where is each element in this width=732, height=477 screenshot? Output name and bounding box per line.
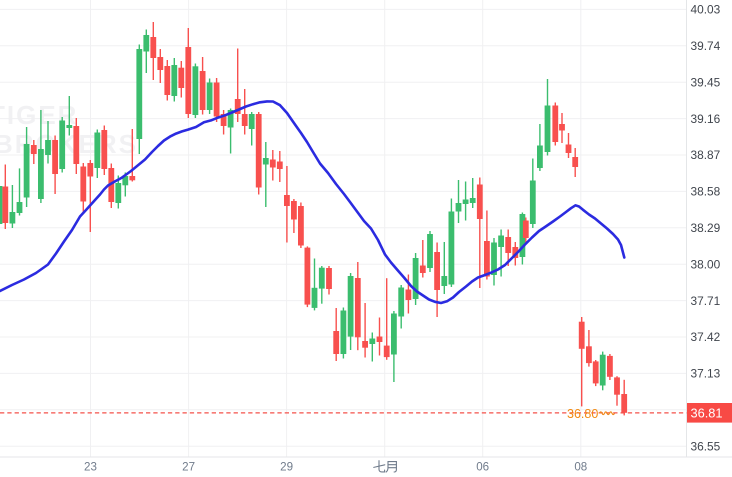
svg-text:36.55: 36.55 [691, 439, 721, 453]
svg-text:29: 29 [280, 461, 293, 474]
svg-text:27: 27 [182, 461, 195, 474]
svg-text:36.80: 36.80 [567, 407, 598, 421]
svg-text:39.16: 39.16 [691, 112, 721, 126]
svg-text:37.71: 37.71 [691, 294, 721, 308]
svg-text:38.58: 38.58 [691, 185, 721, 199]
svg-text:38.29: 38.29 [691, 221, 721, 235]
svg-text:37.13: 37.13 [691, 367, 721, 381]
svg-text:36.81: 36.81 [691, 405, 723, 420]
svg-text:06: 06 [476, 461, 489, 474]
svg-text:BROKERS: BROKERS [0, 129, 138, 159]
svg-text:39.74: 39.74 [691, 39, 721, 53]
svg-text:38.87: 38.87 [691, 148, 721, 162]
svg-text:37.42: 37.42 [691, 330, 721, 344]
svg-text:08: 08 [574, 461, 587, 474]
svg-text:38.00: 38.00 [691, 257, 721, 271]
svg-text:40.03: 40.03 [691, 3, 721, 17]
svg-text:23: 23 [84, 461, 97, 474]
svg-text:39.45: 39.45 [691, 75, 721, 89]
